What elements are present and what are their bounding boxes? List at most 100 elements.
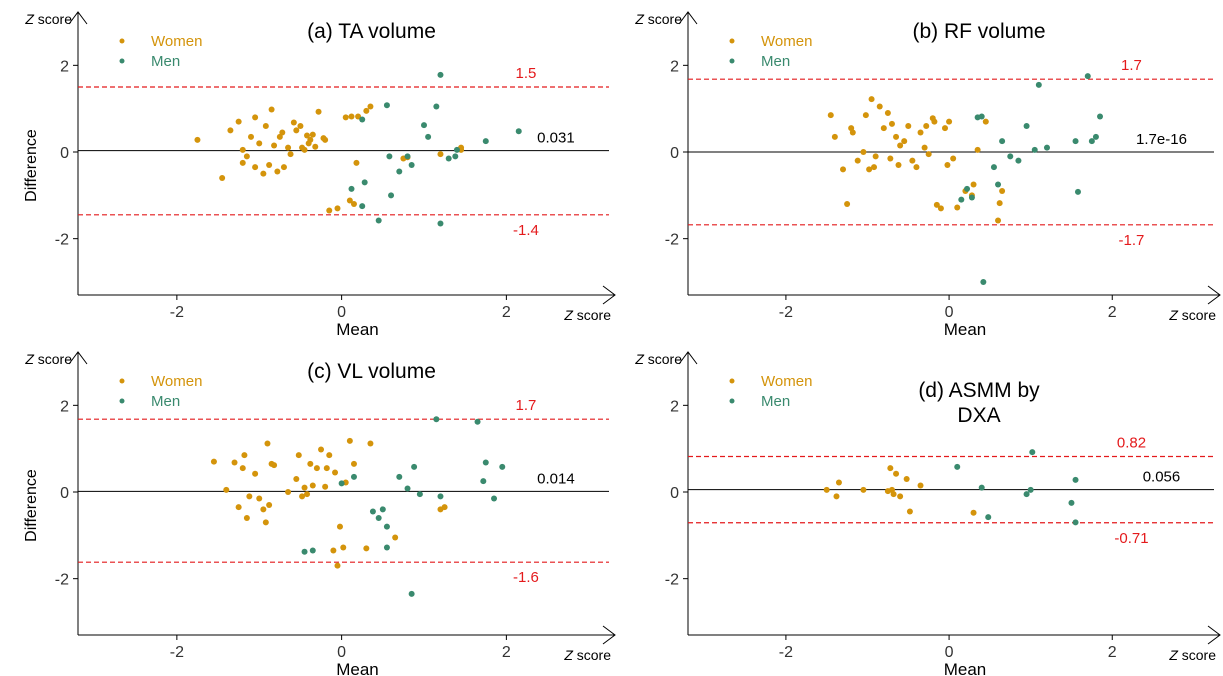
chart-panel-1: Z score Z score -2 0 2 -2 0 2 Mean Difference (a) … [23, 11, 616, 339]
data-point-women [999, 188, 1006, 194]
chart-panel-3: Z score Z score -2 0 2 -2 0 2 Mean Difference (c) … [23, 351, 616, 676]
data-point-women [334, 562, 341, 569]
data-point-men [1072, 476, 1079, 483]
data-point-women [441, 504, 448, 511]
legend-label-men: Men [761, 393, 790, 410]
data-point-women [355, 113, 362, 120]
data-point-women [954, 204, 961, 211]
data-point-women [322, 483, 329, 490]
chart-title: (a) TA volume [307, 20, 436, 43]
data-point-men [954, 463, 961, 470]
data-point-women [835, 479, 842, 486]
data-point-women [893, 470, 900, 477]
data-point-men [1027, 486, 1034, 493]
data-point-women [280, 164, 287, 171]
data-point-women [913, 164, 920, 171]
legend-marker-women [119, 378, 125, 384]
lower-limit-label: -1.7 [1119, 232, 1145, 249]
data-point-women [346, 437, 353, 444]
data-point-men [978, 113, 985, 120]
data-point-men [1043, 144, 1050, 151]
legend-label-women: Women [151, 33, 202, 50]
data-point-women [326, 207, 333, 214]
data-point-women [334, 205, 341, 212]
data-point-women [266, 502, 273, 508]
data-point-men [350, 473, 357, 480]
data-point-men [964, 185, 971, 192]
data-point-women [353, 159, 360, 166]
data-point-women [262, 123, 269, 129]
y-tick-label: 2 [60, 398, 69, 415]
data-point-women [982, 118, 989, 125]
x-axis-title: Mean [944, 320, 987, 339]
data-point-men [404, 153, 411, 160]
data-point-women [271, 142, 278, 149]
data-point-men [1015, 157, 1022, 164]
data-point-men [361, 179, 368, 186]
data-point-men [416, 491, 423, 498]
data-point-men [1074, 188, 1081, 195]
data-point-men [985, 514, 992, 521]
data-point-men [1035, 81, 1042, 88]
data-point-men [474, 418, 481, 425]
x-axis-unit-label: Z score [563, 647, 611, 663]
data-point-women [350, 460, 357, 467]
chart-panel-2: Z score Z score -2 0 2 -2 0 2 Mean (b) RF volume W… [634, 11, 1221, 339]
data-point-women [893, 133, 900, 140]
data-point-women [868, 96, 875, 103]
data-point-women [260, 170, 267, 177]
data-point-women [243, 515, 250, 521]
data-point-women [194, 136, 201, 143]
data-point-women [880, 125, 887, 132]
y-axis-unit-label: Z score [24, 351, 72, 367]
mean-line-label: 1.7e-16 [1136, 131, 1187, 148]
data-point-women [293, 127, 300, 134]
data-point-women [309, 131, 316, 138]
data-point-women [332, 469, 339, 476]
lower-limit-label: -1.4 [513, 222, 539, 239]
data-point-men [958, 196, 965, 203]
data-point-men [445, 155, 452, 162]
upper-limit-label: 0.82 [1117, 434, 1146, 451]
data-point-women [931, 118, 938, 125]
lower-limit-label: -0.71 [1114, 530, 1148, 547]
legend-marker-women [119, 38, 125, 44]
data-point-women [312, 143, 319, 150]
legend-marker-women [729, 378, 735, 384]
legend-label-women: Women [761, 33, 812, 50]
data-point-women [239, 465, 246, 472]
x-axis-title: Mean [944, 660, 987, 676]
upper-limit-label: 1.7 [1121, 57, 1142, 74]
data-point-women [890, 491, 897, 498]
data-point-women [925, 151, 932, 158]
data-point-men [1007, 153, 1014, 160]
x-tick-label: -2 [779, 304, 793, 321]
data-point-women [823, 486, 830, 493]
data-point-women [309, 482, 316, 489]
data-point-women [944, 162, 951, 168]
data-point-women [866, 166, 873, 173]
x-axis-unit-label: Z score [563, 307, 611, 323]
data-point-women [301, 484, 308, 491]
data-point-women [950, 155, 957, 162]
x-tick-label: 2 [502, 644, 511, 661]
data-point-men [968, 194, 975, 201]
y-axis-unit-label: Z score [634, 11, 682, 27]
data-point-women [315, 108, 322, 115]
data-point-men [1097, 113, 1104, 120]
data-point-women [219, 175, 226, 181]
data-point-men [1029, 449, 1036, 456]
x-tick-label: -2 [170, 644, 184, 661]
data-point-women [921, 144, 928, 151]
data-point-women [849, 129, 856, 136]
y-tick-label: -2 [665, 232, 679, 249]
legend-label-men: Men [151, 53, 180, 70]
data-point-men [383, 523, 390, 530]
x-tick-label: 0 [337, 304, 346, 321]
data-point-women [256, 495, 263, 502]
data-point-women [304, 491, 311, 498]
data-point-women [974, 146, 981, 153]
data-point-women [210, 458, 217, 465]
data-point-women [840, 166, 847, 173]
